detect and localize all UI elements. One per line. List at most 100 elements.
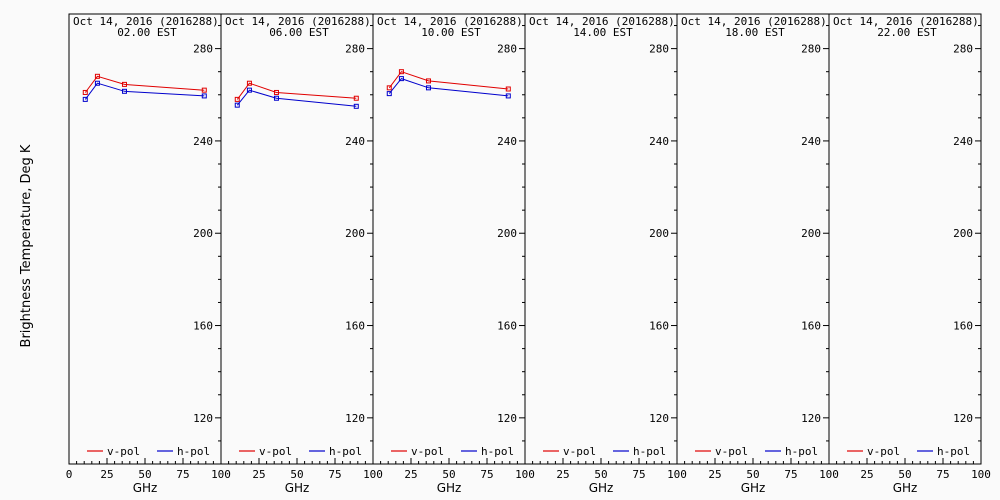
legend-label-v-pol: v-pol <box>411 445 444 458</box>
y-tick-label: 200 <box>497 227 517 240</box>
data-point-v-pol <box>201 87 207 93</box>
data-point-h-pol <box>121 88 127 94</box>
data-point-v-pol <box>273 89 279 95</box>
data-point-v-pol <box>121 81 127 87</box>
x-tick-label: 50 <box>898 468 911 481</box>
panel-4: Oct 14, 2016 (2016288)14.00 EST 120 160 200… <box>524 13 687 495</box>
panel-time: 18.00 EST <box>725 26 785 39</box>
y-tick-label: 280 <box>345 43 365 56</box>
y-tick-label: 120 <box>345 412 365 425</box>
panel-title: Oct 14, 2016 (2016288) <box>833 15 979 28</box>
y-tick-label: 120 <box>649 412 669 425</box>
legend-label-v-pol: v-pol <box>107 445 140 458</box>
legend-label-h-pol: h-pol <box>633 445 666 458</box>
data-point-v-pol <box>246 80 252 86</box>
y-tick-label: 240 <box>497 135 517 148</box>
x-tick-label: 50 <box>594 468 607 481</box>
panel-3: Oct 14, 2016 (2016288)10.00 EST 120 160 200… <box>372 13 535 495</box>
panel-title: Oct 14, 2016 (2016288) <box>681 15 827 28</box>
y-tick-label: 200 <box>193 227 213 240</box>
data-point-v-pol <box>505 86 511 92</box>
data-point-v-pol <box>425 78 431 84</box>
panel-time: 14.00 EST <box>573 26 633 39</box>
y-tick-label: 200 <box>953 227 973 240</box>
y-tick-label: 160 <box>801 320 821 333</box>
x-tick-label: 25 <box>252 468 265 481</box>
data-point-h-pol <box>246 87 252 93</box>
x-tick-label: 25 <box>860 468 873 481</box>
panel-6: Oct 14, 2016 (2016288)22.00 EST 120 160 200… <box>828 13 991 495</box>
data-point-h-pol <box>505 93 511 99</box>
x-tick-label: 75 <box>480 468 493 481</box>
panel-frame <box>676 13 830 465</box>
data-point-v-pol <box>82 89 88 95</box>
panel-time: 06.00 EST <box>269 26 329 39</box>
data-point-h-pol <box>398 76 404 82</box>
x-tick-label: 100 <box>515 468 535 481</box>
y-tick-label: 200 <box>649 227 669 240</box>
panel-title: Oct 14, 2016 (2016288) <box>377 15 523 28</box>
data-point-h-pol <box>94 80 100 86</box>
panel-frame <box>524 13 678 465</box>
panel-time: 10.00 EST <box>421 26 481 39</box>
y-tick-label: 120 <box>801 412 821 425</box>
series-line-h-pol <box>236 89 357 107</box>
data-point-v-pol <box>386 85 392 91</box>
panel-frame <box>372 13 526 465</box>
x-tick-label: 100 <box>211 468 231 481</box>
legend-label-h-pol: h-pol <box>329 445 362 458</box>
y-tick-label: 160 <box>649 320 669 333</box>
x-tick-label: 50 <box>746 468 759 481</box>
legend-label-v-pol: v-pol <box>867 445 900 458</box>
data-point-h-pol <box>273 95 279 101</box>
series-line-v-pol <box>388 71 509 90</box>
x-axis-label: GHz <box>437 481 462 495</box>
x-tick-label: 100 <box>971 468 991 481</box>
y-tick-label: 240 <box>345 135 365 148</box>
data-point-h-pol <box>82 96 88 102</box>
x-tick-label: 75 <box>328 468 341 481</box>
x-axis-label: GHz <box>133 481 158 495</box>
series-line-h-pol <box>388 78 509 97</box>
data-point-h-pol <box>386 91 392 97</box>
x-tick-label: 25 <box>404 468 417 481</box>
y-tick-label: 160 <box>345 320 365 333</box>
x-tick-label: 75 <box>784 468 797 481</box>
x-axis-label: GHz <box>741 481 766 495</box>
y-tick-label: 280 <box>801 43 821 56</box>
panel-2: Oct 14, 2016 (2016288)06.00 EST 120 160 200… <box>220 13 383 495</box>
y-tick-label: 160 <box>193 320 213 333</box>
panel-frame <box>828 13 982 465</box>
y-tick-label: 280 <box>953 43 973 56</box>
x-tick-label: 25 <box>556 468 569 481</box>
y-tick-label: 280 <box>497 43 517 56</box>
x-tick-label: 75 <box>632 468 645 481</box>
data-point-h-pol <box>425 85 431 91</box>
y-tick-label: 240 <box>193 135 213 148</box>
panel-frame <box>220 13 374 465</box>
x-axis-label: GHz <box>893 481 918 495</box>
x-tick-label: 25 <box>708 468 721 481</box>
y-tick-label: 120 <box>193 412 213 425</box>
y-tick-label: 280 <box>649 43 669 56</box>
x-tick-label: 50 <box>138 468 151 481</box>
legend-label-h-pol: h-pol <box>785 445 818 458</box>
legend-label-h-pol: h-pol <box>481 445 514 458</box>
x-tick-label: 50 <box>290 468 303 481</box>
data-point-v-pol <box>398 69 404 75</box>
panel-time: 22.00 EST <box>877 26 937 39</box>
y-tick-label: 120 <box>497 412 517 425</box>
y-tick-label: 120 <box>953 412 973 425</box>
x-tick-label: 100 <box>819 468 839 481</box>
y-tick-label: 200 <box>801 227 821 240</box>
y-tick-label: 240 <box>801 135 821 148</box>
panel-title: Oct 14, 2016 (2016288) <box>529 15 675 28</box>
panel-frame <box>68 13 222 465</box>
data-point-h-pol <box>353 103 359 109</box>
x-tick-label: 0 <box>66 468 73 481</box>
series-line-v-pol <box>236 82 357 100</box>
y-axis-label: Brightness Temperature, Deg K <box>19 144 34 347</box>
legend-label-v-pol: v-pol <box>715 445 748 458</box>
x-tick-label: 75 <box>176 468 189 481</box>
